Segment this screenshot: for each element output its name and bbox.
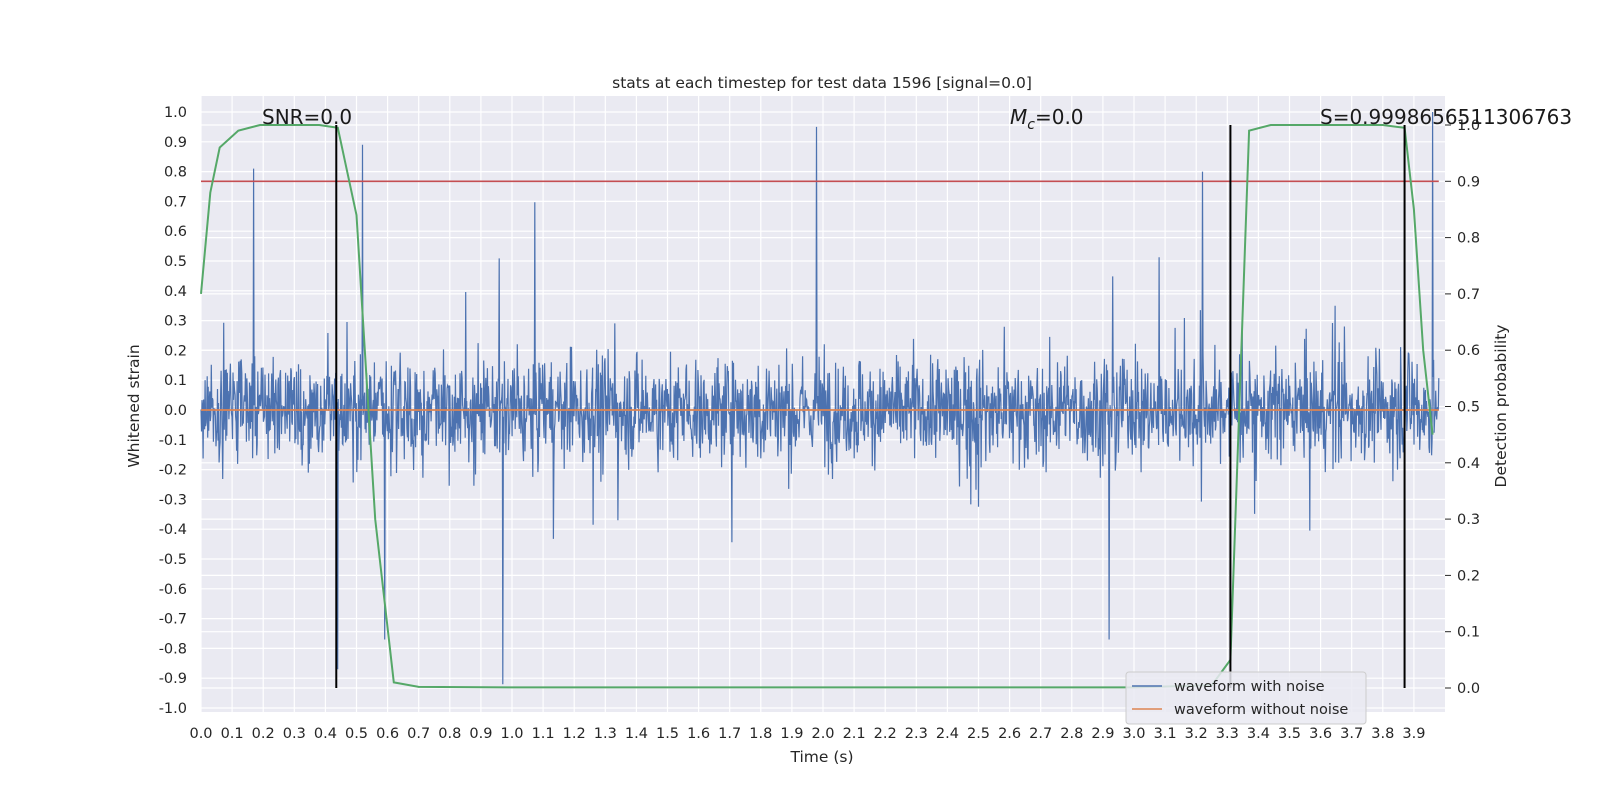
x-tick-label: 2.4 <box>936 726 959 742</box>
y-tick-label: -0.6 <box>159 582 187 598</box>
y-tick-label: 0.6 <box>164 224 187 240</box>
x-tick-label: 3.2 <box>1185 726 1208 742</box>
annotation-chirp-mass: Mc=0.0 <box>1010 105 1084 133</box>
x-tick-label: 2.5 <box>967 726 990 742</box>
y-right-tick-label: 0.3 <box>1457 512 1480 528</box>
x-tick-label: 3.8 <box>1371 726 1394 742</box>
x-tick-label: 1.4 <box>625 726 648 742</box>
x-tick-label: 3.1 <box>1154 726 1177 742</box>
y-axis-label: Whitened strain <box>125 344 143 467</box>
y-right-tick-label: 0.7 <box>1457 287 1480 303</box>
y-right-tick-label: 0.4 <box>1457 456 1480 472</box>
y-tick-label: 0.4 <box>164 284 187 300</box>
y-right-tick-label: 0.0 <box>1457 681 1480 697</box>
x-axis-label: Time (s) <box>789 748 853 766</box>
y-tick-label: 0.0 <box>164 403 187 419</box>
x-tick-label: 0.7 <box>407 726 430 742</box>
y-tick-label: -0.2 <box>159 463 187 479</box>
x-tick-label: 1.5 <box>656 726 679 742</box>
x-tick-label: 0.8 <box>438 726 461 742</box>
y-right-tick-label: 0.2 <box>1457 568 1480 584</box>
x-tick-label: 0.0 <box>189 726 212 742</box>
x-tick-label: 0.1 <box>221 726 244 742</box>
annotation-snr: SNR=0.0 <box>262 105 352 129</box>
y-tick-labels: 1.0 0.9 0.8 0.7 0.6 0.5 0.4 0.3 0.2 0.1 0.0 -0.1 -0.… <box>159 105 187 717</box>
y-tick-label: -0.4 <box>159 522 187 538</box>
x-tick-label: 0.3 <box>283 726 306 742</box>
legend-label-clean: waveform without noise <box>1174 702 1348 718</box>
x-tick-label: 0.6 <box>376 726 399 742</box>
x-tick-label: 3.9 <box>1402 726 1425 742</box>
annotation-s: S=0.9998656511306763 <box>1320 105 1572 129</box>
x-tick-label: 2.1 <box>843 726 866 742</box>
x-tick-label: 2.2 <box>874 726 897 742</box>
y-tick-label: -0.5 <box>159 552 187 568</box>
x-tick-label: 1.8 <box>749 726 772 742</box>
y-right-tick-label: 1.0 <box>1457 118 1480 134</box>
y-tick-label: -0.3 <box>159 492 187 508</box>
y-tick-label: -0.9 <box>159 671 187 687</box>
y-tick-label: 1.0 <box>164 105 187 121</box>
x-tick-label: 3.0 <box>1122 726 1145 742</box>
legend: waveform with noise waveform without noi… <box>1125 671 1367 725</box>
x-tick-label: 2.0 <box>811 726 834 742</box>
x-tick-label: 3.6 <box>1309 726 1332 742</box>
x-tick-label: 2.8 <box>1060 726 1083 742</box>
x-tick-label: 0.9 <box>469 726 492 742</box>
legend-label-noise: waveform with noise <box>1174 679 1325 695</box>
chart-title: stats at each timestep for test data 159… <box>612 74 1032 92</box>
x-tick-label: 2.6 <box>998 726 1021 742</box>
vertical-markers <box>335 125 1406 688</box>
series-detection-probability <box>200 124 1434 689</box>
y-tick-label: 0.5 <box>164 254 187 270</box>
x-tick-label: 3.3 <box>1216 726 1239 742</box>
y-tick-label: -1.0 <box>159 701 187 717</box>
x-tick-label: 1.3 <box>594 726 617 742</box>
x-tick-label: 0.2 <box>252 726 275 742</box>
x-tick-label: 3.7 <box>1340 726 1363 742</box>
x-tick-label: 2.7 <box>1029 726 1052 742</box>
y-right-tick-label: 0.8 <box>1457 231 1480 247</box>
x-tick-label: 1.6 <box>687 726 710 742</box>
y-tick-label: 0.8 <box>164 165 187 181</box>
y-tick-label: 0.7 <box>164 194 187 210</box>
y-tick-label: 0.3 <box>164 314 187 330</box>
x-tick-label: 3.5 <box>1278 726 1301 742</box>
y-right-tick-labels: 1.0 0.9 0.8 0.7 0.6 0.5 0.4 0.3 0.2 0.1 0.0 <box>1445 118 1480 697</box>
x-tick-label: 1.1 <box>532 726 555 742</box>
grid-y <box>201 111 1445 709</box>
y-tick-label: 0.2 <box>164 343 187 359</box>
x-tick-label: 1.0 <box>500 726 523 742</box>
legend-frame <box>1125 671 1367 725</box>
y-right-tick-label: 0.9 <box>1457 174 1480 190</box>
y-tick-label: -0.7 <box>159 612 187 628</box>
y-tick-label: 0.1 <box>164 373 187 389</box>
x-tick-label: 1.7 <box>718 726 741 742</box>
x-tick-label: 2.9 <box>1091 726 1114 742</box>
y-right-axis-label: Detection probability <box>1492 325 1510 488</box>
y-right-tick-label: 0.5 <box>1457 400 1480 416</box>
y-right-tick-label: 0.1 <box>1457 625 1480 641</box>
x-tick-label: 1.2 <box>563 726 586 742</box>
x-tick-label: 0.4 <box>314 726 337 742</box>
detection-probability-line <box>200 124 1434 689</box>
x-tick-label: 1.9 <box>780 726 803 742</box>
y-right-tick-label: 0.6 <box>1457 343 1480 359</box>
x-tick-labels: 0.0 0.1 0.2 0.3 0.4 0.5 0.6 0.7 0.8 0.9 1.0 1.1 1.2 1… <box>189 726 1425 742</box>
y-tick-label: 0.9 <box>164 135 187 151</box>
y-tick-label: -0.8 <box>159 641 187 657</box>
x-tick-label: 0.5 <box>345 726 368 742</box>
x-tick-label: 3.4 <box>1247 726 1270 742</box>
x-tick-label: 2.3 <box>905 726 928 742</box>
y-tick-label: -0.1 <box>159 433 187 449</box>
